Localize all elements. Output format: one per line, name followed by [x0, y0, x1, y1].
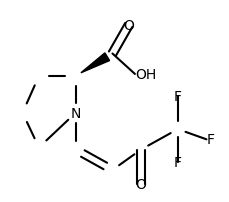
- Text: N: N: [71, 106, 81, 120]
- Text: O: O: [136, 177, 147, 191]
- Text: O: O: [123, 19, 134, 33]
- Text: F: F: [206, 133, 214, 147]
- Polygon shape: [81, 54, 109, 73]
- Text: OH: OH: [135, 68, 156, 82]
- Text: F: F: [174, 90, 182, 104]
- Text: F: F: [174, 155, 182, 169]
